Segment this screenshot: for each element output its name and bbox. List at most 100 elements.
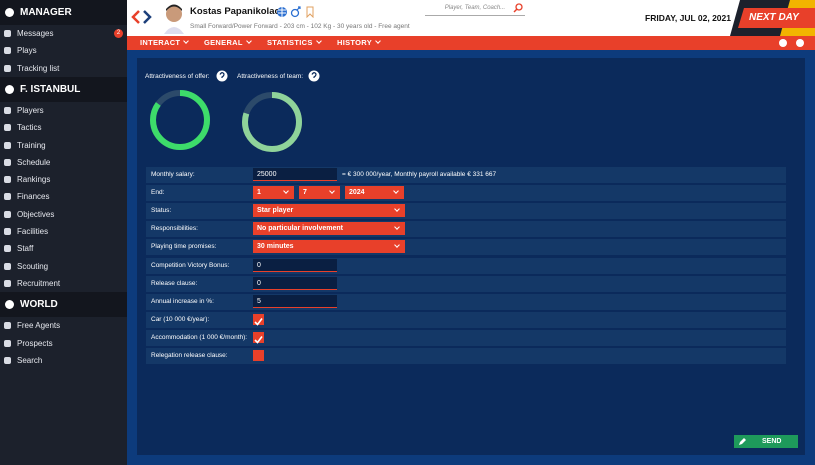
field-label: Relegation release clause: [151,352,228,359]
item-label[interactable]: Players [17,105,44,115]
sidebar-item[interactable]: Prospects [0,335,127,352]
dropdown[interactable]: 1 [253,186,294,200]
check-path [254,317,263,326]
field-label: Responsibilities: [151,225,198,233]
item-icon [4,176,11,184]
dropdown[interactable]: Star player [253,204,405,218]
item-label[interactable]: Scouting [17,261,49,271]
sidebar-item[interactable]: Free Agents [0,317,127,334]
checkbox[interactable] [253,313,264,326]
item-icon [4,106,11,114]
form-row: Release clause: 0 [146,275,786,292]
form-row: Competition Victory Bonus: 0 [146,257,786,274]
sidebar-item[interactable]: Players [0,102,127,119]
section-title[interactable]: F. ISTANBUL [20,83,81,95]
sidebar-section[interactable]: MANAGER [0,0,127,25]
badge: 2 [114,29,123,38]
search-input[interactable]: Player, Team, Coach... [425,2,525,16]
field-label: Playing time promises: [151,243,217,251]
text-input[interactable]: 0 [253,276,337,290]
form-row: End: 1 7 2024 [146,185,786,202]
item-icon [4,339,11,347]
menu-icons[interactable] [778,38,808,48]
sidebar-item[interactable]: Messages 2 [0,25,127,42]
item-icon [4,356,11,364]
help-icon[interactable] [216,70,228,82]
item-label[interactable]: Finances [17,192,50,202]
item-label[interactable]: Messages [17,29,54,38]
dropdown[interactable]: 2024 [345,186,404,200]
checkbox[interactable] [253,350,264,361]
offer-attractiveness-label: Attractiveness of offer: [145,73,210,80]
sidebar-item[interactable]: Plays [0,42,127,59]
menu-item[interactable]: INTERACT [140,36,188,50]
item-icon [4,158,11,166]
item-icon [4,64,11,72]
sidebar-item[interactable]: Training [0,137,127,154]
sidebar-item[interactable]: Objectives [0,206,127,223]
sidebar-item[interactable]: Facilities [0,223,127,240]
offer-panel: Attractiveness of offer: Attractiveness … [137,58,805,455]
item-label[interactable]: Rankings [17,175,51,185]
menu-item[interactable]: STATISTICS [267,36,321,50]
item-label[interactable]: Recruitment [17,278,61,288]
sidebar-item[interactable]: Search [0,352,127,369]
item-icon [4,322,11,330]
dropdown[interactable]: 30 minutes [253,240,405,254]
sidebar-item[interactable]: Scouting [0,258,127,275]
menu-item[interactable]: GENERAL [204,36,251,50]
sidebar-section[interactable]: F. ISTANBUL [0,76,127,102]
item-label[interactable]: Tactics [17,123,42,133]
sidebar-section[interactable]: WORLD [0,292,127,318]
sidebar-item[interactable]: Tracking list [0,60,127,77]
form-row: Responsibilities: No particular involveme… [146,221,786,238]
item-icon [4,124,11,132]
item-label[interactable]: Search [17,355,43,365]
item-label[interactable]: Free Agents [17,321,61,331]
item-label[interactable]: Prospects [17,338,53,348]
player-info: Small Forward/Power Forward - 203 cm - 1… [190,23,410,30]
player-avatar [164,4,184,34]
item-label[interactable]: Schedule [17,157,51,167]
next-day-button[interactable]: NEXT DAY [749,12,799,23]
team-attractiveness-label: Attractiveness of team: [237,73,304,80]
check-mark [254,317,263,326]
checkbox[interactable] [253,331,264,344]
sidebar-item[interactable]: Staff [0,240,127,257]
item-label[interactable]: Training [17,140,46,150]
menu-item[interactable]: HISTORY [337,36,380,50]
send-label[interactable]: SEND [762,438,782,445]
section-icon [5,84,14,94]
field-label: Release clause: [151,279,198,287]
field-label: Competition Victory Bonus: [151,261,230,269]
back-forward[interactable] [131,8,153,26]
item-label[interactable]: Facilities [17,227,49,236]
sidebar-item[interactable]: Schedule [0,154,127,171]
next-day-bg [730,0,815,36]
sidebar-item[interactable]: Recruitment [0,275,127,292]
sidebar-item[interactable]: Tactics [0,119,127,136]
text-input[interactable]: 25000 [253,168,337,181]
item-label[interactable]: Plays [17,46,37,56]
sidebar-item[interactable]: Rankings [0,171,127,188]
item-label[interactable]: Objectives [17,209,55,219]
player-icons [277,6,314,18]
dropdown[interactable]: 7 [299,186,340,200]
section-title[interactable]: MANAGER [20,7,72,18]
section-title[interactable]: WORLD [20,299,58,311]
form-row: Status: Star player [146,203,786,220]
item-icon [4,279,11,287]
field-label: Monthly salary: [151,171,195,178]
ring-value [150,90,210,150]
item-label[interactable]: Tracking list [17,63,60,73]
help-icon[interactable] [308,70,320,82]
search-icon[interactable] [513,3,523,13]
text-input[interactable]: 5 [253,294,337,308]
check-mark [254,335,263,344]
send-button[interactable]: SEND [734,435,798,448]
item-label[interactable]: Staff [17,244,34,254]
text-input[interactable]: 0 [253,258,337,272]
section-icon [5,8,14,17]
sidebar-item[interactable]: Finances [0,188,127,205]
dropdown[interactable]: No particular involvement [253,222,405,236]
